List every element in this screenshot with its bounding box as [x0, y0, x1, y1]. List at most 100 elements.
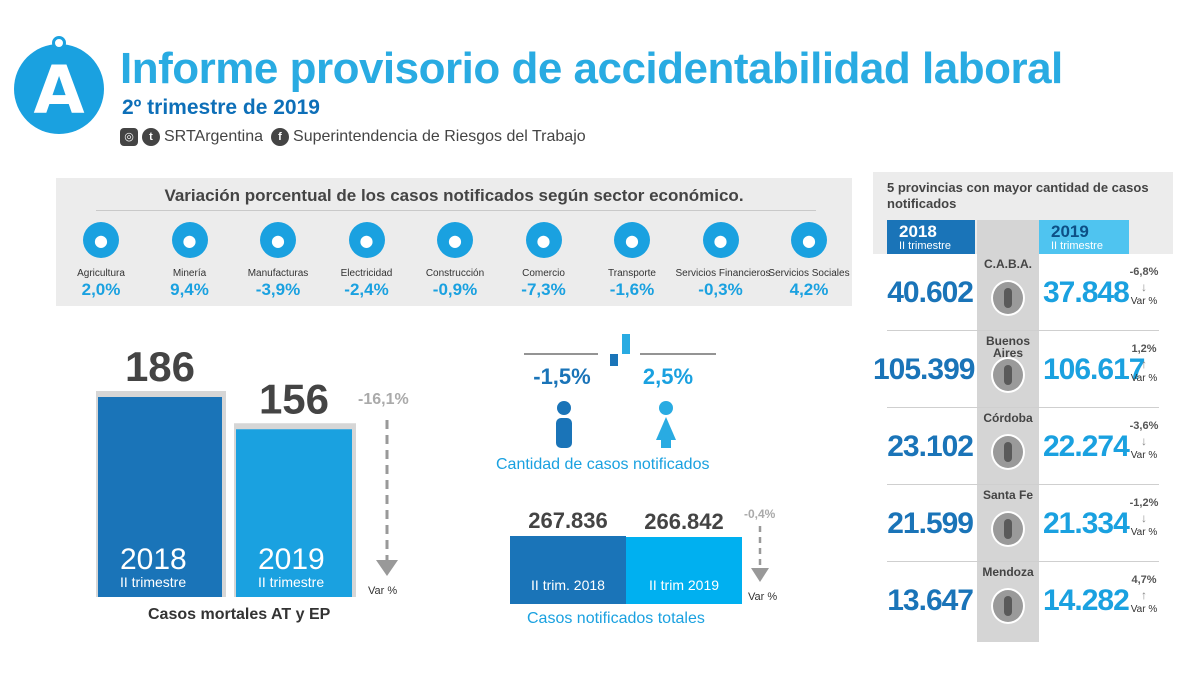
fatal-value-label: 186 [125, 343, 195, 390]
sector-label: Manufacturas [247, 268, 309, 279]
sector-value: 2,0% [81, 280, 121, 299]
province-value-2019: 22.274 [1043, 430, 1130, 463]
fatal-year-label: 2019 [258, 543, 325, 576]
province-name: Santa Fe [982, 488, 1033, 502]
factory-icon: ● [260, 222, 296, 258]
fatal-bar-2018 [98, 397, 222, 597]
province-name: Mendoza [982, 565, 1034, 579]
women-variation-label: 2,5% [643, 364, 693, 389]
sector-item: ● Minería 9,4% [145, 222, 235, 300]
oil-pump-icon-glyph: ● [182, 231, 197, 250]
province-map-icon [991, 357, 1025, 393]
gender-bar-hombres [610, 354, 618, 366]
fatal-bar-2019 [236, 429, 352, 597]
province-variation: 1,2% [1131, 343, 1157, 355]
total-variation-label: -0,4% [744, 507, 776, 521]
province-var-label: Var % [1130, 604, 1158, 615]
fatal-quarter-label: II trimestre [258, 574, 324, 590]
province-map-icon [991, 511, 1025, 547]
fatal-value-label: 156 [259, 375, 329, 422]
tractor-icon: ● [83, 222, 119, 258]
social-links: ◎ t SRTArgentina f Superintendencia de R… [120, 128, 586, 146]
province-map-icon [991, 588, 1025, 624]
sector-item: ● Electricidad -2,4% [322, 222, 412, 300]
province-value-2018: 105.399 [873, 353, 975, 386]
up-arrow-icon: ↑ [1141, 357, 1147, 371]
facebook-name[interactable]: Superintendencia de Riesgos del Trabajo [293, 128, 586, 145]
cart-icon: ● [525, 222, 562, 258]
lightning-icon-glyph: ● [359, 231, 374, 250]
sector-panel-title: Variación porcentual de los casos notifi… [164, 186, 744, 205]
sector-label: Comercio [522, 268, 565, 279]
header-2018-year: 2018 [899, 222, 937, 241]
logo: A [14, 36, 104, 134]
sector-value: -2,4% [344, 280, 389, 299]
wheelbarrow-icon-glyph: ● [448, 231, 462, 250]
province-row: Córdoba 23.102 22.274 -3,6% ↓ Var % [873, 408, 1173, 485]
province-var-label: Var % [1130, 373, 1158, 384]
twitter-handle[interactable]: SRTArgentina [164, 128, 264, 145]
header-2018: 2018 II trimestre [887, 220, 975, 254]
cleaning-icon-glyph: ● [802, 231, 816, 250]
lightning-icon: ● [348, 222, 385, 258]
province-value-2019: 14.282 [1043, 584, 1130, 617]
sector-value: -1,6% [609, 280, 655, 299]
down-arrow-icon [376, 560, 398, 576]
province-value-2018: 21.599 [887, 507, 974, 540]
sector-value: -7,3% [521, 280, 566, 299]
province-name: C.A.B.A. [984, 257, 1032, 271]
twitter-icon[interactable]: t [142, 128, 160, 146]
sector-value: -0,3% [698, 280, 743, 299]
province-row: Santa Fe 21.599 21.334 -1,2% ↓ Var % [873, 485, 1173, 562]
oil-pump-icon: ● [171, 222, 208, 258]
sector-label: Minería [172, 268, 207, 279]
row-divider [887, 407, 1159, 408]
row-divider [887, 484, 1159, 485]
logo-letter: A [33, 52, 85, 129]
province-value-2018: 23.102 [887, 430, 974, 463]
total-category-label: II trim. 2018 [531, 577, 605, 593]
total-cases-chart: 267.836 II trim. 2018 266.842 II trim 2019 -… [510, 507, 777, 604]
bus-icon: ● [614, 222, 650, 258]
down-arrow-icon: ↓ [1141, 511, 1147, 525]
bank-icon-glyph: ● [713, 231, 728, 250]
sector-item: ● Servicios Sociales 4,2% [764, 222, 854, 300]
sector-item: ● Manufacturas -3,9% [233, 222, 323, 300]
gender-bar-mujeres [622, 334, 630, 354]
fatal-var-text: Var % [368, 585, 397, 597]
province-variation: 4,7% [1131, 574, 1157, 586]
province-map-icon [991, 280, 1025, 316]
up-arrow-icon: ↑ [1141, 588, 1147, 602]
logo-ring [52, 36, 66, 50]
sector-value: 9,4% [170, 280, 209, 299]
sector-value: 4,2% [789, 280, 829, 299]
province-variation: -1,2% [1129, 497, 1159, 509]
sector-item: ● Agricultura 2,0% [56, 222, 146, 300]
total-value-label: 266.842 [644, 509, 724, 534]
sector-item: ● Comercio -7,3% [499, 222, 589, 300]
facebook-icon[interactable]: f [271, 128, 290, 146]
sector-label: Electricidad [340, 268, 393, 279]
row-divider [887, 561, 1159, 562]
province-variation: -6,8% [1129, 266, 1159, 278]
sector-item: ● Construcción -0,9% [410, 222, 500, 300]
provinces-panel: 5 provincias con mayor cantidad de casos… [873, 172, 1173, 642]
total-cases-caption: Casos notificados totales [527, 610, 705, 627]
total-var-text: Var % [748, 591, 777, 603]
instagram-icon[interactable]: ◎ [120, 128, 138, 146]
province-row: Mendoza 13.647 14.282 4,7% ↑ Var % [873, 562, 1173, 639]
sector-label: Agricultura [77, 268, 125, 279]
province-var-label: Var % [1130, 296, 1158, 307]
provinces-title: 5 provincias con mayor cantidad de casos… [887, 180, 1149, 211]
fatal-cases-caption: Casos mortales AT y EP [148, 606, 331, 623]
fatal-year-label: 2018 [120, 543, 187, 576]
woman-icon [656, 401, 676, 448]
sector-title-divider [96, 210, 816, 211]
header-2019: 2019 II trimestre [1039, 220, 1129, 254]
man-icon [556, 401, 572, 448]
sector-item: ● Transporte -1,6% [587, 222, 677, 300]
province-value-2018: 40.602 [887, 276, 974, 309]
total-value-label: 267.836 [528, 508, 608, 533]
page-subtitle: 2º trimestre de 2019 [122, 96, 320, 119]
page-title: Informe provisorio de accidentabilidad l… [120, 44, 1063, 93]
